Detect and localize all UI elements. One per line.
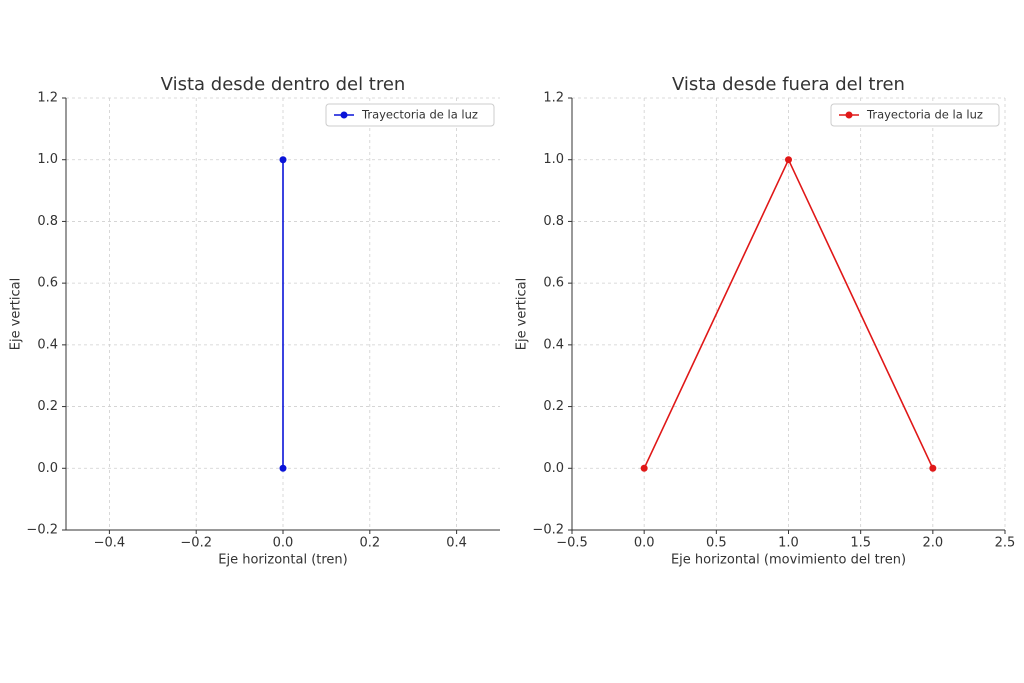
y-tick-label: 0.6 [37, 276, 58, 291]
y-tick-label: 1.0 [37, 152, 58, 167]
y-tick-label: 0.8 [37, 214, 58, 229]
x-tick-label: −0.2 [180, 536, 212, 551]
y-tick-label: −0.2 [26, 523, 58, 538]
x-tick-label: 0.0 [273, 536, 294, 551]
y-tick-label: 0.2 [543, 399, 564, 414]
y-tick-label: 1.2 [543, 91, 564, 106]
x-tick-label: 0.4 [446, 536, 467, 551]
legend-label: Trayectoria de la luz [866, 108, 983, 122]
y-tick-label: 0.8 [543, 214, 564, 229]
x-tick-label: −0.5 [556, 536, 588, 551]
chart: −0.2 0.0 0.2 0.4 0.6 0.8 1.0 1.2 −0.4 −0.2 0.0 0.2 0… [9, 74, 500, 568]
x-axis-label: Eje horizontal (tren) [218, 553, 347, 568]
y-axis-label: Eje vertical [9, 278, 24, 350]
x-tick-label: −0.4 [94, 536, 126, 551]
y-tick-label: 0.6 [543, 276, 564, 291]
data-point [785, 156, 792, 164]
chart-title: Vista desde dentro del tren [161, 74, 406, 95]
y-tick-label: −0.2 [532, 523, 564, 538]
data-point [929, 464, 937, 472]
y-tick-label: 1.0 [543, 152, 564, 167]
x-tick-label: 2.0 [922, 536, 943, 551]
data-point [279, 156, 287, 164]
legend-marker [845, 111, 853, 119]
legend-label: Trayectoria de la luz [361, 108, 478, 122]
x-tick-label: 1.0 [778, 536, 799, 551]
x-axis-label: Eje horizontal (movimiento del tren) [671, 553, 906, 568]
y-tick-label: 0.4 [37, 337, 58, 352]
y-tick-label: 0.2 [37, 399, 58, 414]
x-tick-label: 1.5 [850, 536, 871, 551]
y-tick-label: 1.2 [37, 91, 58, 106]
y-tick-label: 0.0 [543, 461, 564, 476]
data-point [640, 464, 648, 472]
data-point [279, 464, 287, 472]
legend-box [830, 103, 1000, 127]
y-axis-label: Eje vertical [515, 278, 530, 350]
x-tick-label: 0.5 [706, 536, 727, 551]
chart: −0.2 0.0 0.2 0.4 0.6 0.8 1.0 1.2 −0.5 0.0 0.5 1.0 1.… [515, 74, 1016, 568]
chart-title: Vista desde fuera del tren [672, 74, 905, 95]
x-tick-label: 0.2 [359, 536, 380, 551]
x-tick-label: 2.5 [995, 536, 1016, 551]
y-tick-label: 0.4 [543, 337, 564, 352]
legend-box [325, 103, 495, 127]
y-tick-label: 0.0 [37, 461, 58, 476]
legend-marker [340, 111, 348, 119]
x-tick-label: 0.0 [634, 536, 655, 551]
